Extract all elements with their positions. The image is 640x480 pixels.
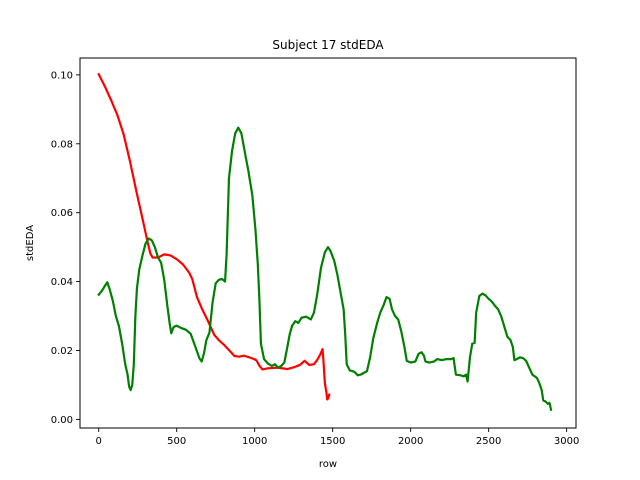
chart-title: Subject 17 stdEDA	[272, 38, 384, 52]
plot-area	[80, 58, 576, 428]
x-tick-label: 3000	[554, 436, 579, 447]
x-tick-label: 1000	[242, 436, 267, 447]
y-tick-label: 0.02	[51, 346, 73, 357]
y-tick-label: 0.06	[51, 208, 73, 219]
x-tick-label: 0	[96, 436, 102, 447]
y-axis-label: stdEDA	[25, 225, 36, 261]
series-line-2	[97, 126, 553, 412]
x-axis: 0 500 1000 1500 2000 2500 3000	[96, 428, 579, 447]
y-tick-label: 0.08	[51, 139, 73, 150]
y-tick-label: 0.00	[51, 415, 73, 426]
x-tick-label: 1500	[320, 436, 345, 447]
x-tick-label: 2000	[398, 436, 423, 447]
x-axis-label: row	[319, 459, 337, 470]
series-layer	[97, 72, 553, 412]
y-tick-label: 0.10	[51, 70, 73, 81]
axes-frame	[79, 57, 577, 429]
y-tick-label: 0.04	[51, 277, 73, 288]
x-tick-label: 2500	[476, 436, 501, 447]
y-axis: 0.00 0.02 0.04 0.06 0.08 0.10	[51, 70, 80, 426]
series-line-1	[97, 72, 331, 401]
x-tick-label: 500	[167, 436, 186, 447]
